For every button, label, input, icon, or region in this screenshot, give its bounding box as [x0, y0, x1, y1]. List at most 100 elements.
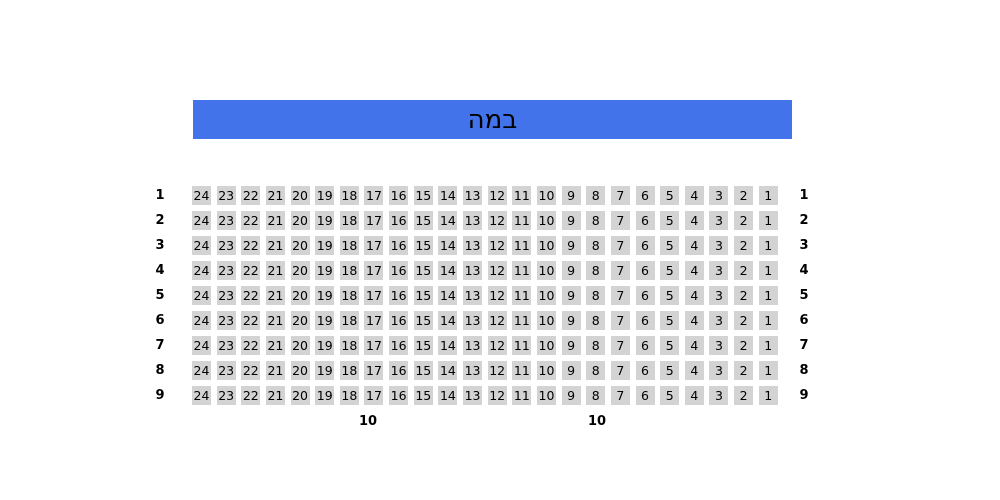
seat[interactable]: 7 — [610, 386, 630, 405]
seat[interactable]: 22 — [241, 261, 261, 280]
seat[interactable]: 10 — [536, 261, 556, 280]
seat[interactable]: 13 — [463, 211, 483, 230]
seat[interactable]: 20 — [290, 261, 310, 280]
seat[interactable]: 10 — [536, 336, 556, 355]
seat[interactable]: 17 — [364, 361, 384, 380]
seat[interactable]: 6 — [635, 386, 655, 405]
seat[interactable]: 24 — [192, 386, 211, 405]
seat[interactable]: 9 — [561, 336, 581, 355]
seat[interactable]: 13 — [463, 261, 483, 280]
seat[interactable]: 16 — [389, 311, 409, 330]
seat[interactable]: 2 — [734, 236, 754, 255]
seat[interactable]: 23 — [216, 211, 236, 230]
seat[interactable]: 5 — [660, 311, 680, 330]
seat[interactable]: 23 — [216, 236, 236, 255]
seat[interactable]: 19 — [315, 286, 335, 305]
seat[interactable]: 9 — [561, 286, 581, 305]
seat[interactable]: 10 — [536, 211, 556, 230]
seat[interactable]: 19 — [315, 311, 335, 330]
seat[interactable]: 15 — [413, 211, 433, 230]
seat[interactable]: 13 — [463, 361, 483, 380]
seat[interactable]: 8 — [586, 211, 606, 230]
seat[interactable]: 15 — [413, 336, 433, 355]
seat[interactable]: 4 — [684, 336, 704, 355]
seat[interactable]: 9 — [561, 261, 581, 280]
seat[interactable]: 1 — [758, 311, 778, 330]
seat[interactable]: 16 — [389, 336, 409, 355]
seat[interactable]: 1 — [758, 211, 778, 230]
seat[interactable]: 5 — [660, 286, 680, 305]
seat[interactable]: 21 — [265, 286, 285, 305]
seat[interactable]: 23 — [216, 336, 236, 355]
seat[interactable]: 11 — [512, 386, 532, 405]
seat[interactable]: 15 — [413, 311, 433, 330]
seat[interactable]: 3 — [709, 236, 729, 255]
seat[interactable]: 5 — [660, 336, 680, 355]
seat[interactable]: 8 — [586, 336, 606, 355]
seat[interactable]: 13 — [463, 236, 483, 255]
seat[interactable]: 6 — [635, 286, 655, 305]
seat[interactable]: 12 — [487, 186, 507, 205]
seat[interactable]: 9 — [561, 211, 581, 230]
seat[interactable]: 2 — [734, 361, 754, 380]
seat[interactable]: 24 — [192, 311, 211, 330]
seat[interactable]: 7 — [610, 336, 630, 355]
seat[interactable]: 15 — [413, 236, 433, 255]
seat[interactable]: 1 — [758, 336, 778, 355]
seat[interactable]: 14 — [438, 211, 458, 230]
seat[interactable]: 15 — [413, 186, 433, 205]
seat[interactable]: 2 — [734, 311, 754, 330]
seat[interactable]: 10 — [536, 286, 556, 305]
seat[interactable]: 22 — [241, 361, 261, 380]
seat[interactable]: 23 — [216, 286, 236, 305]
seat[interactable]: 17 — [364, 286, 384, 305]
seat[interactable]: 6 — [635, 336, 655, 355]
seat[interactable]: 8 — [586, 236, 606, 255]
seat[interactable]: 10 — [536, 386, 556, 405]
seat[interactable]: 20 — [290, 211, 310, 230]
seat[interactable]: 20 — [290, 336, 310, 355]
seat[interactable]: 19 — [315, 386, 335, 405]
seat[interactable]: 15 — [413, 361, 433, 380]
seat[interactable]: 10 — [536, 236, 556, 255]
seat[interactable]: 19 — [315, 261, 335, 280]
seat[interactable]: 24 — [192, 336, 211, 355]
seat[interactable]: 12 — [487, 336, 507, 355]
seat[interactable]: 12 — [487, 211, 507, 230]
seat[interactable]: 12 — [487, 386, 507, 405]
seat[interactable]: 13 — [463, 286, 483, 305]
seat[interactable]: 12 — [487, 261, 507, 280]
seat[interactable]: 9 — [561, 361, 581, 380]
seat[interactable]: 22 — [241, 311, 261, 330]
seat[interactable]: 16 — [389, 286, 409, 305]
seat[interactable]: 19 — [315, 336, 335, 355]
seat[interactable]: 21 — [265, 236, 285, 255]
seat[interactable]: 5 — [660, 386, 680, 405]
seat[interactable]: 13 — [463, 336, 483, 355]
seat[interactable]: 23 — [216, 261, 236, 280]
seat[interactable]: 18 — [339, 336, 359, 355]
seat[interactable]: 2 — [734, 211, 754, 230]
seat[interactable]: 11 — [512, 361, 532, 380]
seat[interactable]: 2 — [734, 386, 754, 405]
seat[interactable]: 2 — [734, 286, 754, 305]
seat[interactable]: 17 — [364, 261, 384, 280]
seat[interactable]: 24 — [192, 211, 211, 230]
seat[interactable]: 10 — [536, 311, 556, 330]
seat[interactable]: 5 — [660, 361, 680, 380]
seat[interactable]: 11 — [512, 311, 532, 330]
seat[interactable]: 23 — [216, 186, 236, 205]
seat[interactable]: 16 — [389, 236, 409, 255]
seat[interactable]: 4 — [684, 386, 704, 405]
seat[interactable]: 14 — [438, 261, 458, 280]
seat[interactable]: 9 — [561, 186, 581, 205]
seat[interactable]: 18 — [339, 211, 359, 230]
seat[interactable]: 7 — [610, 261, 630, 280]
seat[interactable]: 4 — [684, 211, 704, 230]
seat[interactable]: 3 — [709, 361, 729, 380]
seat[interactable]: 9 — [561, 236, 581, 255]
seat[interactable]: 23 — [216, 361, 236, 380]
seat[interactable]: 24 — [192, 286, 211, 305]
seat[interactable]: 9 — [561, 311, 581, 330]
seat[interactable]: 13 — [463, 386, 483, 405]
